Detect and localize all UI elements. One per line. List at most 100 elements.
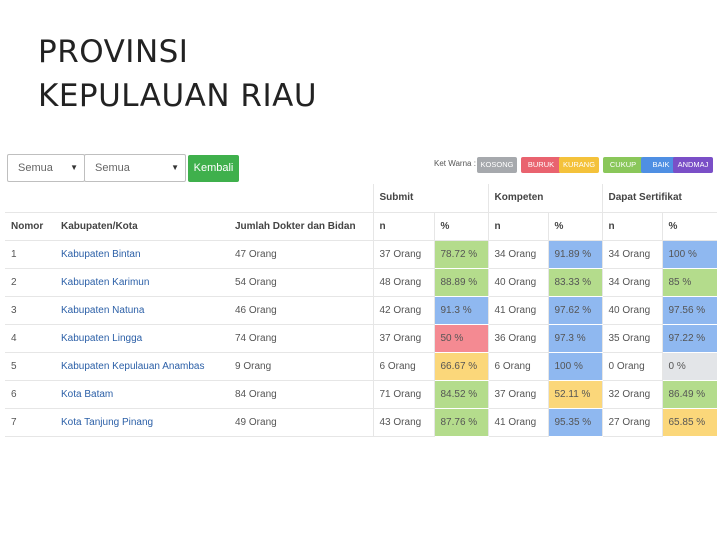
row-submit-pct: 66.67 % [433,352,488,381]
row-sertifikat-pct: 97.22 % [661,324,717,353]
filter-toolbar: Semua ▼ Semua ▼ Kembali Ket Warna : KOSO… [5,151,717,183]
row-sertifikat-pct: 97.56 % [661,296,717,325]
row-kompeten-pct: 95.35 % [547,408,602,437]
legend-badge-baik: BAIK [641,157,681,173]
row-kompeten-n: 40 Orang [487,268,548,297]
row-kabupaten-link[interactable]: Kabupaten Bintan [55,240,229,269]
filter-select-2[interactable]: Semua ▼ [84,154,186,182]
col-header-submit-pct: % [433,212,488,241]
legend-badge-andmaj: ANDMAJ [673,157,713,173]
row-jumlah: 49 Orang [229,408,373,437]
row-sertifikat-pct: 0 % [661,352,717,381]
table-row: 5 Kabupaten Kepulauan Anambas 9 Orang 6 Ora… [5,352,717,381]
legend-badge-kurang: KURANG [559,157,599,173]
row-submit-n: 42 Orang [372,296,434,325]
row-sertifikat-pct: 85 % [661,268,717,297]
row-kompeten-n: 6 Orang [487,352,548,381]
data-table: Submit Kompeten Dapat Sertifikat Nomor K… [5,184,717,437]
row-submit-n: 6 Orang [372,352,434,381]
row-kompeten-pct: 97.62 % [547,296,602,325]
row-kabupaten-link[interactable]: Kabupaten Kepulauan Anambas [55,352,229,381]
group-header-submit: Submit [372,184,488,213]
row-sertifikat-pct: 100 % [661,240,717,269]
row-number: 3 [5,296,55,325]
col-header-submit-n: n [372,212,434,241]
row-sertifikat-n: 27 Orang [601,408,662,437]
row-kompeten-pct: 91.89 % [547,240,602,269]
col-header-sertifikat-pct: % [661,212,717,241]
table-group-header-row: Submit Kompeten Dapat Sertifikat [5,184,717,213]
row-jumlah: 54 Orang [229,268,373,297]
row-kompeten-pct: 52.11 % [547,380,602,409]
slide-title-line2: KEPULAUAN RIAU [38,78,318,114]
row-sertifikat-pct: 86.49 % [661,380,717,409]
row-kompeten-n: 34 Orang [487,240,548,269]
table-row: 1 Kabupaten Bintan 47 Orang 37 Orang 78.72 %… [5,240,717,269]
dashboard-panel: Semua ▼ Semua ▼ Kembali Ket Warna : KOSO… [5,148,717,450]
slide-title-line1: PROVINSI [38,34,189,70]
group-header-kompeten: Kompeten [487,184,602,213]
col-header-nomor: Nomor [5,212,55,241]
row-kompeten-n: 41 Orang [487,408,548,437]
col-header-kompeten-n: n [487,212,548,241]
table-row: 4 Kabupaten Lingga 74 Orang 37 Orang 50 % 36 … [5,324,717,353]
row-kabupaten-link[interactable]: Kota Batam [55,380,229,409]
filter-select-2-value: Semua [95,162,130,174]
row-submit-n: 48 Orang [372,268,434,297]
legend-badge-kosong: KOSONG [477,157,517,173]
col-header-jumlah: Jumlah Dokter dan Bidan [229,212,373,241]
row-kompeten-n: 36 Orang [487,324,548,353]
row-jumlah: 9 Orang [229,352,373,381]
row-number: 7 [5,408,55,437]
row-kabupaten-link[interactable]: Kabupaten Natuna [55,296,229,325]
row-number: 2 [5,268,55,297]
row-submit-pct: 78.72 % [433,240,488,269]
row-kompeten-n: 41 Orang [487,296,548,325]
row-submit-pct: 84.52 % [433,380,488,409]
group-header-sertifikat: Dapat Sertifikat [601,184,717,213]
table-row: 6 Kota Batam 84 Orang 71 Orang 84.52 % 37 Ora… [5,380,717,409]
row-number: 5 [5,352,55,381]
row-submit-n: 37 Orang [372,324,434,353]
row-sertifikat-pct: 65.85 % [661,408,717,437]
filter-select-1[interactable]: Semua ▼ [7,154,85,182]
row-submit-n: 71 Orang [372,380,434,409]
row-sertifikat-n: 32 Orang [601,380,662,409]
row-submit-pct: 50 % [433,324,488,353]
table-header-row: Nomor Kabupaten/Kota Jumlah Dokter dan B… [5,212,717,241]
col-header-sertifikat-n: n [601,212,662,241]
row-kabupaten-link[interactable]: Kota Tanjung Pinang [55,408,229,437]
row-kabupaten-link[interactable]: Kabupaten Lingga [55,324,229,353]
row-jumlah: 46 Orang [229,296,373,325]
row-number: 1 [5,240,55,269]
row-number: 6 [5,380,55,409]
chevron-down-icon: ▼ [70,163,78,172]
row-jumlah: 47 Orang [229,240,373,269]
slide-title: PROVINSI KEPULAUAN RIAU [38,30,317,118]
row-submit-pct: 88.89 % [433,268,488,297]
back-button[interactable]: Kembali [188,155,239,182]
table-row: 3 Kabupaten Natuna 46 Orang 42 Orang 91.3 % 4… [5,296,717,325]
row-kompeten-pct: 83.33 % [547,268,602,297]
row-kompeten-pct: 97.3 % [547,324,602,353]
table-row: 2 Kabupaten Karimun 54 Orang 48 Orang 88.89 … [5,268,717,297]
row-submit-n: 43 Orang [372,408,434,437]
table-row: 7 Kota Tanjung Pinang 49 Orang 43 Orang 87.7… [5,408,717,437]
legend-badge-buruk: BURUK [521,157,561,173]
row-kompeten-pct: 100 % [547,352,602,381]
legend-badge-cukup: CUKUP [603,157,643,173]
row-sertifikat-n: 35 Orang [601,324,662,353]
legend-label: Ket Warna : [434,159,476,168]
row-sertifikat-n: 40 Orang [601,296,662,325]
col-header-kompeten-pct: % [547,212,602,241]
row-kabupaten-link[interactable]: Kabupaten Karimun [55,268,229,297]
row-kompeten-n: 37 Orang [487,380,548,409]
row-sertifikat-n: 34 Orang [601,240,662,269]
row-submit-pct: 91.3 % [433,296,488,325]
row-submit-pct: 87.76 % [433,408,488,437]
chevron-down-icon: ▼ [171,163,179,172]
filter-select-1-value: Semua [18,162,53,174]
row-jumlah: 84 Orang [229,380,373,409]
row-sertifikat-n: 34 Orang [601,268,662,297]
col-header-kabupaten: Kabupaten/Kota [55,212,229,241]
